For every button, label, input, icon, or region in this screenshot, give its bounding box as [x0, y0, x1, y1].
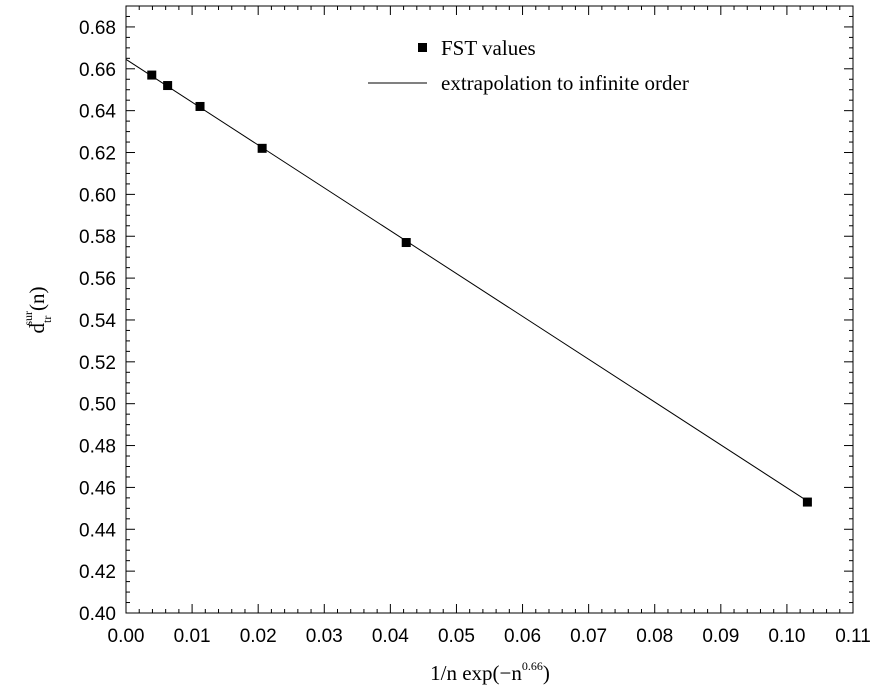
y-tick-label: 0.60: [79, 185, 116, 206]
x-tick-label: 0.01: [174, 626, 211, 647]
y-tick-label: 0.58: [79, 227, 116, 248]
y-tick-label: 0.62: [79, 144, 116, 165]
x-tick-label: 0.06: [504, 626, 541, 647]
y-tick-label: 0.68: [79, 18, 116, 39]
legend: FST values extrapolation to infinite ord…: [368, 36, 689, 95]
x-tick-label: 0.03: [306, 626, 343, 647]
legend-label-extrapolation: extrapolation to infinite order: [441, 71, 689, 95]
marker-layer: [147, 70, 812, 507]
y-axis-label-sup: sur: [21, 311, 35, 326]
y-axis-label-arg: (n): [25, 286, 49, 311]
x-tick-label: 0.10: [768, 626, 805, 647]
x-tick-label: 0.04: [372, 626, 409, 647]
fit-line-layer: [125, 58, 808, 502]
y-ticks: 0.40 0.42 0.44 0.46 0.48 0.50 0.52 0.54 0.56 0.58…: [79, 15, 853, 625]
fst-value-marker: [401, 238, 411, 248]
x-tick-label: 0.09: [702, 626, 739, 647]
x-tick-label: 0.02: [240, 626, 277, 647]
x-tick-label: 0.00: [108, 626, 145, 647]
x-axis-label-main: 1/n exp(−n: [430, 661, 522, 685]
x-tick-label: 0.05: [438, 626, 475, 647]
x-axis-label-sup: 0.66: [522, 659, 543, 673]
y-tick-label: 0.46: [79, 478, 116, 499]
fst-value-marker: [147, 70, 157, 80]
x-ticks: 0.00 0.01 0.02 0.03 0.04 0.05 0.06 0.07 0.08 0.09…: [108, 6, 871, 647]
fst-value-marker: [257, 143, 267, 153]
y-axis-label: dtrsur(n): [21, 286, 54, 333]
y-tick-label: 0.42: [79, 562, 116, 583]
legend-marker-fst-values: [418, 43, 427, 52]
y-tick-label: 0.64: [79, 102, 116, 123]
extrapolation-line: [125, 58, 808, 502]
y-tick-label: 0.52: [79, 353, 116, 374]
y-tick-label: 0.54: [79, 311, 116, 332]
fst-value-marker: [195, 101, 205, 111]
y-tick-label: 0.44: [79, 520, 116, 541]
y-tick-label: 0.66: [79, 60, 116, 81]
x-axis-label: 1/n exp(−n0.66): [430, 659, 550, 685]
legend-label-fst-values: FST values: [441, 36, 536, 60]
plot-frame: [125, 5, 854, 614]
y-axis-label-base: d: [25, 323, 49, 334]
y-axis-label-sub: tr: [40, 316, 54, 323]
x-tick-label: 0.08: [636, 626, 673, 647]
y-tick-label: 0.50: [79, 395, 116, 416]
y-tick-label: 0.48: [79, 437, 116, 458]
x-tick-label: 0.11: [835, 626, 871, 647]
y-tick-label: 0.56: [79, 269, 116, 290]
x-axis-label-close: ): [543, 661, 550, 685]
y-tick-label: 0.40: [79, 604, 116, 625]
fst-value-marker: [163, 81, 173, 91]
x-tick-label: 0.07: [570, 626, 607, 647]
fst-value-marker: [802, 497, 812, 507]
